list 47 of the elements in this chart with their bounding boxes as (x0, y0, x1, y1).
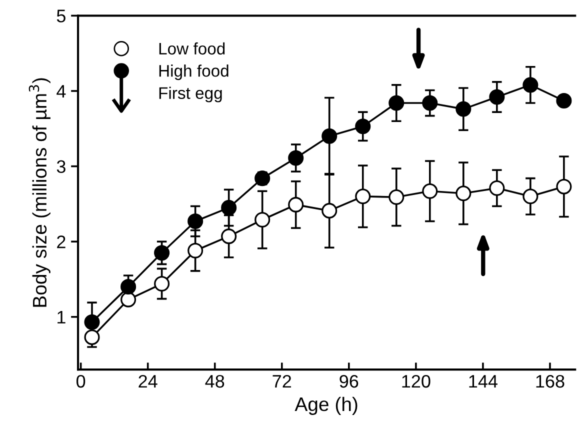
point (489, 180, 505, 196)
y-axis-title: Body size (millions of µm$^{3}$) (28, 78, 50, 307)
point (556, 92, 572, 109)
point (388, 95, 404, 111)
y-tick-label: 4 (56, 85, 66, 98)
point (84, 329, 100, 345)
x-tick-label: 120 (402, 374, 430, 388)
point (489, 89, 505, 105)
point (456, 186, 472, 202)
x-tick-label: 48 (205, 374, 224, 388)
point (556, 178, 572, 194)
point (221, 228, 237, 244)
legend-label: High food (159, 64, 228, 80)
point (188, 213, 204, 230)
point (322, 202, 338, 218)
point (154, 245, 170, 261)
point (188, 242, 204, 258)
point (355, 188, 371, 204)
y-tick-label: 2 (57, 236, 66, 248)
x-axis-title: Age (h) (294, 396, 358, 415)
point (288, 196, 304, 212)
point (522, 188, 538, 204)
point (522, 77, 538, 93)
point (355, 118, 371, 134)
point (221, 200, 237, 216)
x-tick-label: 144 (469, 375, 498, 388)
point (120, 278, 136, 295)
x-tick-label: 96 (340, 374, 358, 388)
point (84, 314, 100, 330)
point (322, 128, 338, 144)
point (120, 292, 136, 308)
legend-label: Low food (159, 42, 225, 55)
x-tick-label: 24 (138, 374, 158, 388)
point (422, 95, 438, 111)
point (388, 189, 404, 205)
y-tick-label: 1 (58, 311, 66, 324)
x-tick-label: 72 (272, 374, 292, 388)
x-tick-label: 168 (536, 374, 564, 388)
point (254, 212, 270, 228)
annotation: First egg (159, 86, 222, 102)
point (288, 150, 304, 166)
point (456, 101, 472, 117)
x-tick-label: 0 (76, 374, 86, 388)
y-tick-label: 5 (56, 10, 66, 22)
y-tick-label: 3 (56, 160, 66, 174)
point (422, 183, 438, 199)
point (154, 276, 170, 292)
